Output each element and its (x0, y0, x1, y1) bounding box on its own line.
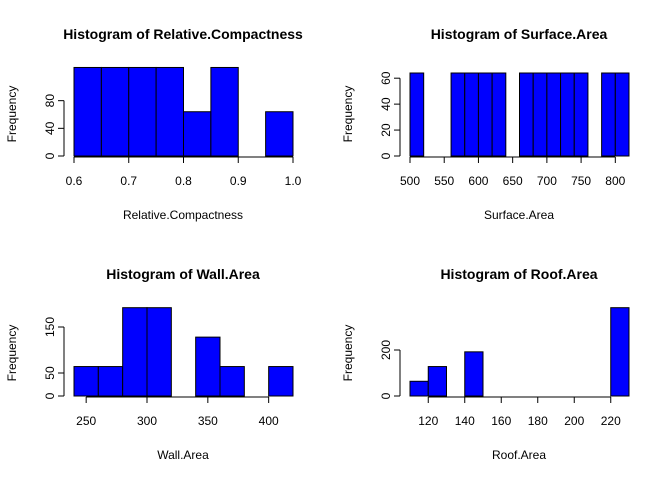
panel-surface-area: Histogram of Surface.Area Surface.Area F… (341, 26, 630, 222)
histogram-bar (409, 380, 429, 397)
histogram-bar (614, 72, 630, 157)
y-axis: 0 200 (379, 340, 401, 399)
y-axis-label: Frequency (5, 86, 19, 143)
panel-wall-area: Histogram of Wall.Area Wall.Area Frequen… (5, 266, 294, 462)
x-tick-label: 350 (198, 414, 218, 428)
histogram-bar (601, 72, 616, 157)
y-tick-label: 20 (379, 123, 393, 137)
x-axis-label: Wall.Area (157, 448, 209, 462)
x-axis: 250 300 350 400 (76, 396, 279, 428)
y-axis-label: Frequency (5, 325, 19, 382)
x-tick-label: 400 (259, 414, 279, 428)
y-axis-label: Frequency (341, 325, 355, 382)
histogram-bar (128, 66, 157, 157)
x-tick-label: 200 (564, 414, 584, 428)
histogram-bar (155, 66, 184, 157)
y-tick-label: 0 (43, 392, 57, 399)
panel-relative-compactness: Histogram of Relative.Compactness Relati… (5, 26, 303, 222)
histogram-bar (464, 72, 479, 157)
histogram-bar (122, 307, 148, 397)
x-tick-label: 0.8 (175, 174, 192, 188)
y-tick-label: 0 (379, 152, 393, 159)
histogram-bar (464, 351, 484, 397)
histogram-bar (268, 366, 294, 397)
y-axis-label: Frequency (341, 86, 355, 143)
histogram-bar (210, 66, 239, 157)
histogram-bar (532, 72, 548, 157)
x-tick-label: 800 (605, 174, 625, 188)
x-tick-label: 0.7 (120, 174, 137, 188)
x-tick-label: 140 (455, 414, 475, 428)
x-tick-label: 700 (537, 174, 557, 188)
bars (73, 307, 294, 397)
histogram-bar (265, 111, 294, 157)
y-tick-label: 0 (379, 392, 393, 399)
x-tick-label: 600 (468, 174, 488, 188)
histogram-bar (427, 366, 447, 397)
histogram-bar (573, 72, 589, 157)
chart-title: Histogram of Roof.Area (440, 266, 597, 282)
histogram-bar (100, 66, 130, 157)
chart-title: Histogram of Relative.Compactness (63, 26, 303, 42)
histogram-bar (409, 72, 425, 157)
histogram-bar (477, 72, 493, 157)
histogram-bar (546, 72, 562, 157)
histogram-bar (219, 366, 245, 397)
x-tick-label: 120 (418, 414, 438, 428)
x-tick-label: 1.0 (285, 174, 302, 188)
histogram-bar (610, 307, 630, 397)
x-axis: 500 550 600 650 700 750 800 (400, 156, 626, 188)
x-axis: 120 140 160 180 200 220 (418, 396, 621, 428)
histogram-bar (195, 336, 221, 397)
histogram-bar (73, 66, 102, 157)
x-tick-label: 650 (503, 174, 523, 188)
x-tick-label: 160 (491, 414, 511, 428)
panel-roof-area: Histogram of Roof.Area Roof.Area Frequen… (341, 266, 630, 462)
x-tick-label: 750 (571, 174, 591, 188)
histogram-bar (519, 72, 534, 157)
y-tick-label: 200 (379, 340, 393, 360)
y-axis: 0 40 80 (43, 94, 65, 159)
y-tick-label: 40 (379, 97, 393, 111)
y-axis: 0 50 150 (43, 317, 65, 399)
chart-title: Histogram of Surface.Area (431, 26, 608, 42)
bars (73, 66, 294, 157)
x-tick-label: 0.6 (66, 174, 83, 188)
chart-title: Histogram of Wall.Area (106, 266, 260, 282)
histogram-bar (560, 72, 575, 157)
histogram-bar (491, 72, 507, 157)
y-tick-label: 40 (43, 121, 57, 135)
bars (409, 72, 630, 157)
y-tick-label: 50 (43, 366, 57, 380)
x-tick-label: 0.9 (230, 174, 247, 188)
bars (409, 307, 630, 397)
y-tick-label: 80 (43, 94, 57, 108)
x-tick-label: 220 (601, 414, 621, 428)
histogram-bar (146, 307, 172, 397)
y-axis: 0 20 40 60 (379, 71, 401, 159)
x-tick-label: 500 (400, 174, 420, 188)
y-tick-label: 150 (43, 317, 57, 337)
x-tick-label: 300 (137, 414, 157, 428)
y-tick-label: 0 (43, 152, 57, 159)
histogram-bar (97, 366, 124, 397)
x-axis-label: Relative.Compactness (123, 208, 243, 222)
histogram-bar (183, 111, 212, 157)
x-tick-label: 250 (76, 414, 96, 428)
histogram-bar (73, 366, 99, 397)
x-axis-label: Surface.Area (484, 208, 554, 222)
x-axis: 0.6 0.7 0.8 0.9 1.0 (66, 156, 302, 188)
x-tick-label: 180 (528, 414, 548, 428)
y-tick-label: 60 (379, 71, 393, 85)
x-tick-label: 550 (434, 174, 454, 188)
x-axis-label: Roof.Area (492, 448, 546, 462)
histogram-bar (450, 72, 466, 157)
